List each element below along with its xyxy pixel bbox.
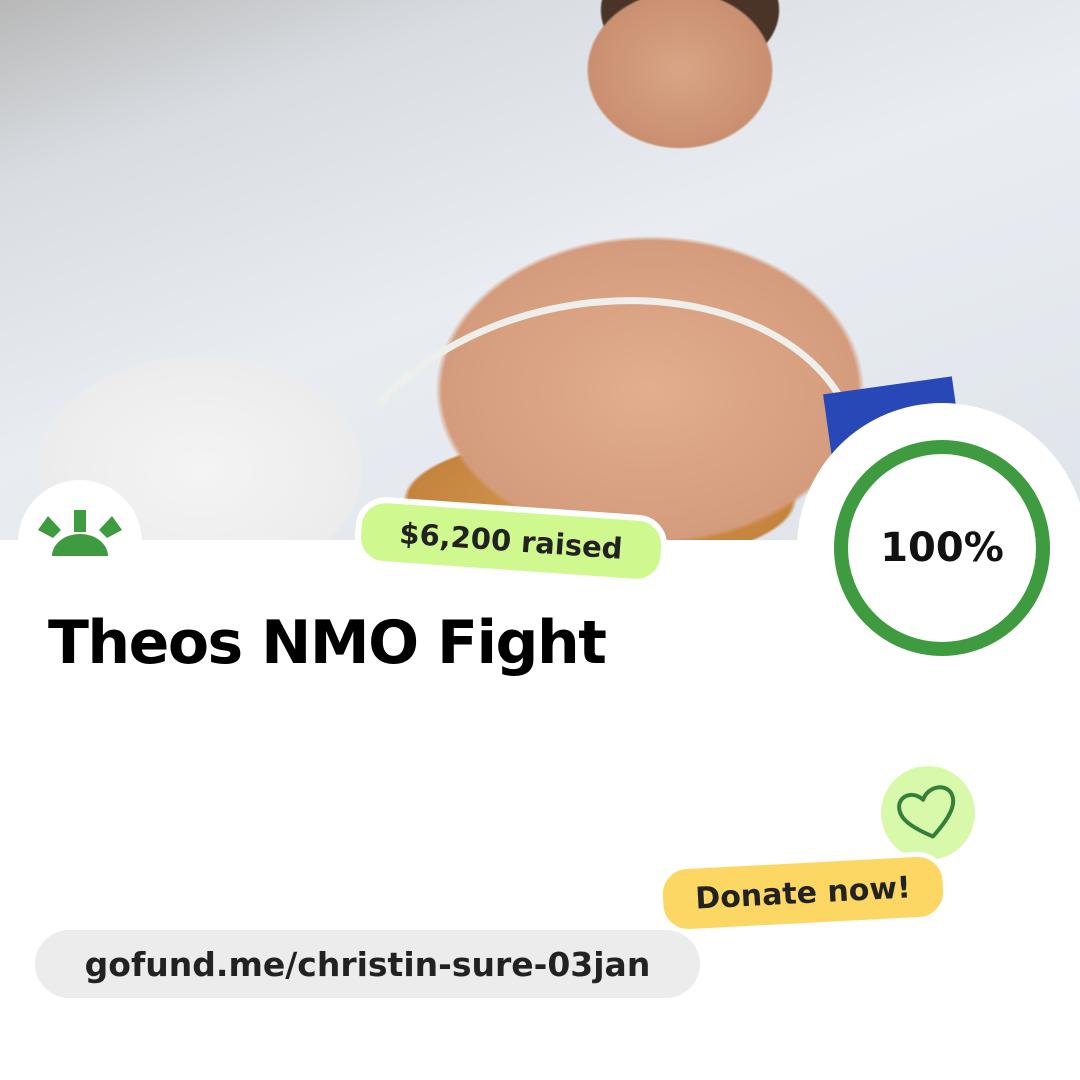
- donate-now-button[interactable]: Donate now!: [656, 850, 950, 936]
- progress-ring: 100%: [797, 403, 1080, 693]
- heart-icon: [897, 785, 956, 839]
- progress-ring-fill: [834, 440, 1050, 656]
- campaign-title: Theos NMO Fight: [48, 608, 607, 678]
- progress-percent: 100%: [880, 525, 1004, 571]
- campaign-url-link[interactable]: gofund.me/christin-sure-03jan: [35, 930, 700, 998]
- gofundme-logo-icon: [38, 510, 122, 556]
- heart-badge[interactable]: [881, 766, 975, 860]
